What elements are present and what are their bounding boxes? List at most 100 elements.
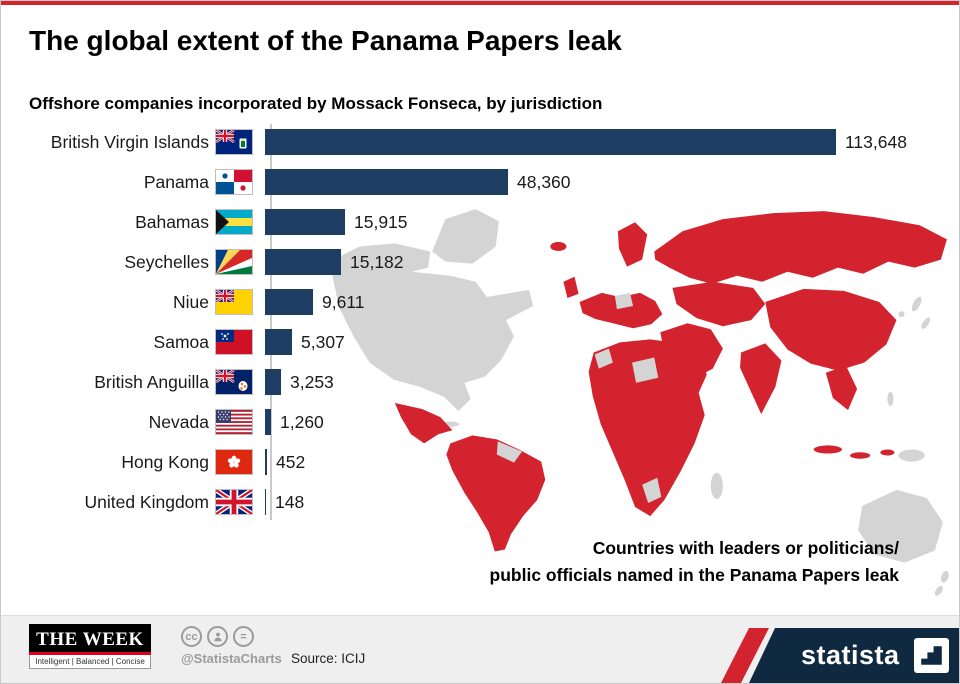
australia — [858, 489, 943, 563]
niue-flag-icon — [216, 290, 252, 314]
the-week-tagline: Intelligent | Balanced | Concise — [29, 655, 151, 669]
bar — [265, 409, 271, 435]
chart-subtitle: Offshore companies incorporated by Mossa… — [29, 94, 603, 113]
philippines — [887, 391, 894, 407]
guyana-patch — [496, 441, 523, 463]
china — [765, 288, 897, 371]
southern-africa-patch — [642, 477, 662, 503]
sahara-patch — [632, 357, 659, 383]
cc-cc-icon[interactable]: cc — [181, 626, 202, 647]
cc-license: cc = @StatistaCharts — [181, 626, 282, 666]
bar — [265, 289, 313, 315]
japan-south — [921, 317, 931, 329]
the-week-wordmark: THE WEEK — [29, 624, 151, 655]
the-week-logo[interactable]: THE WEEK Intelligent | Balanced | Concis… — [29, 624, 151, 669]
bar — [265, 329, 292, 355]
jurisdiction-label: Panama — [143, 171, 209, 192]
chart-row: Panama 48,360 — [29, 162, 907, 202]
chart-row: Nevada 1,260 — [29, 402, 907, 442]
seychelles-flag-icon — [216, 250, 252, 274]
java — [850, 452, 871, 459]
panama-flag-icon — [216, 170, 252, 194]
map-annotation-line2: public officials named in the Panama Pap… — [489, 565, 899, 585]
sumatra — [813, 445, 842, 454]
top-accent-line — [1, 1, 959, 5]
west-africa-patch — [594, 348, 613, 369]
mexico-central-america — [394, 403, 453, 444]
bar — [265, 249, 341, 275]
cc-icons[interactable]: cc = — [181, 626, 282, 647]
russia — [654, 211, 947, 284]
japan-north — [911, 296, 922, 312]
scandinavia — [617, 222, 648, 267]
bar — [265, 169, 508, 195]
bar — [265, 369, 281, 395]
southeast-asia — [825, 365, 858, 411]
jurisdiction-label: British Anguilla — [94, 371, 209, 392]
value-label: 113,648 — [845, 131, 907, 152]
chart-row: Niue 9,611 — [29, 282, 907, 322]
jurisdiction-label: British Virgin Islands — [50, 131, 209, 152]
south-america — [446, 435, 546, 552]
hong-kong-flag-icon — [216, 450, 252, 474]
axis-line — [270, 124, 272, 520]
cc-attribution-icon[interactable] — [207, 626, 228, 647]
korea — [898, 311, 905, 318]
jurisdiction-label: United Kingdom — [84, 491, 209, 512]
jurisdiction-label: Niue — [173, 291, 209, 312]
jurisdiction-label: Samoa — [153, 331, 209, 352]
africa — [588, 339, 707, 517]
madagascar — [710, 472, 723, 499]
iceland — [550, 241, 567, 251]
central-asia — [672, 281, 766, 327]
value-label: 1,260 — [280, 411, 324, 432]
bar — [265, 449, 267, 475]
jurisdiction-label: Hong Kong — [121, 451, 209, 472]
value-label: 9,611 — [322, 291, 365, 312]
nevada-us-flag-icon — [216, 410, 252, 434]
bar — [265, 209, 345, 235]
greenland — [432, 209, 499, 264]
bar — [265, 129, 836, 155]
map-annotation: Countries with leaders or politicians/ p… — [490, 535, 899, 589]
new-zealand-south — [934, 585, 943, 596]
statista-logo-mark — [914, 638, 949, 673]
samoa-flag-icon — [216, 330, 252, 354]
borneo — [880, 449, 895, 456]
bahamas-flag-icon — [216, 210, 252, 234]
central-europe-patch — [614, 292, 634, 310]
map-annotation-line1: Countries with leaders or politicians/ — [592, 538, 899, 558]
chart-row: Hong Kong 452 — [29, 442, 907, 482]
north-america — [329, 243, 534, 412]
chart-row: Samoa 5,307 — [29, 322, 907, 362]
world-map — [329, 209, 949, 596]
footer: THE WEEK Intelligent | Balanced | Concis… — [1, 615, 959, 683]
value-label: 15,182 — [350, 251, 404, 272]
statista-logo[interactable]: statista — [749, 628, 959, 683]
british-virgin-islands-flag-icon — [216, 130, 252, 154]
statista-wordmark: statista — [801, 640, 900, 670]
jurisdiction-label: Seychelles — [124, 251, 209, 272]
new-zealand-north — [940, 570, 949, 583]
jurisdiction-label: Nevada — [148, 411, 209, 432]
statista-charts-handle[interactable]: @StatistaCharts — [181, 651, 282, 666]
jurisdiction-label: Bahamas — [135, 211, 209, 232]
page-title: The global extent of the Panama Papers l… — [29, 25, 622, 56]
india — [740, 343, 782, 415]
new-guinea — [898, 449, 925, 462]
bar-chart: British Virgin Islands 113,648 Panama 48,36… — [29, 122, 907, 522]
chart-row: Seychelles 15,182 — [29, 242, 907, 282]
chart-row: United Kingdom 148 — [29, 482, 907, 522]
value-label: 3,253 — [290, 371, 334, 392]
cc-equal-icon[interactable]: = — [233, 626, 254, 647]
bar — [265, 489, 266, 515]
value-label: 452 — [276, 451, 306, 472]
value-label: 148 — [275, 491, 305, 512]
value-label: 5,307 — [301, 331, 345, 352]
chart-row: British Virgin Islands 113,648 — [29, 122, 907, 162]
chart-row: Bahamas 15,915 — [29, 202, 907, 242]
value-label: 48,360 — [517, 171, 571, 192]
uk-ireland — [563, 276, 579, 298]
middle-east — [660, 323, 723, 379]
